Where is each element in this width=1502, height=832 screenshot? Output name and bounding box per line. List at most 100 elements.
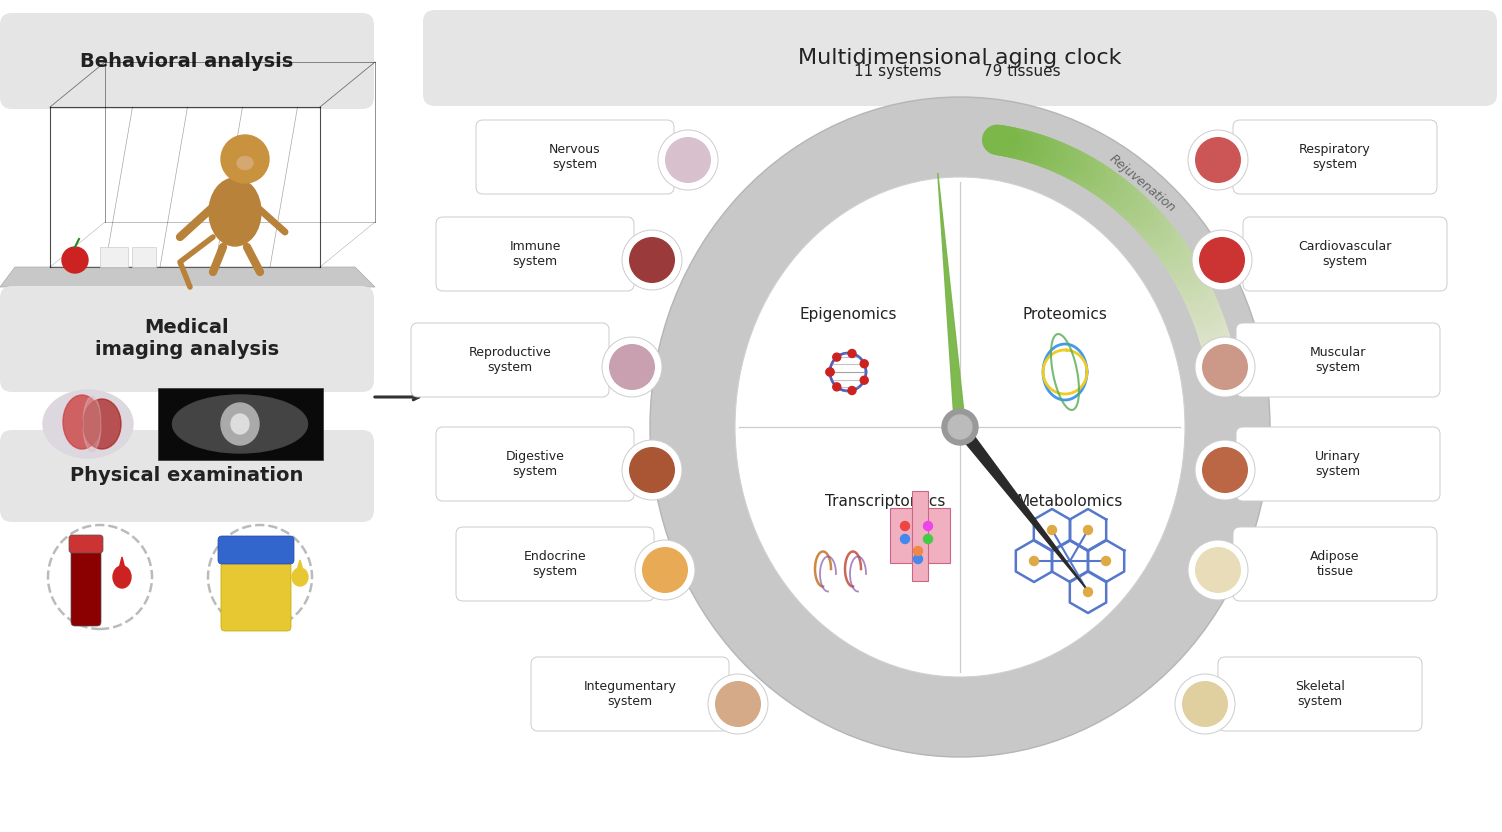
- Polygon shape: [117, 557, 128, 577]
- FancyBboxPatch shape: [436, 217, 634, 291]
- Circle shape: [1182, 681, 1229, 727]
- FancyBboxPatch shape: [101, 247, 128, 267]
- Circle shape: [1199, 237, 1245, 283]
- Circle shape: [913, 547, 922, 556]
- Circle shape: [849, 349, 856, 358]
- Text: Digestive
system: Digestive system: [506, 450, 565, 478]
- Circle shape: [715, 681, 762, 727]
- Circle shape: [1188, 540, 1248, 600]
- Text: Proteomics: Proteomics: [1023, 306, 1107, 321]
- Text: Transcriptomics: Transcriptomics: [825, 493, 945, 508]
- Circle shape: [608, 344, 655, 390]
- Circle shape: [629, 447, 674, 493]
- FancyBboxPatch shape: [532, 657, 728, 731]
- Ellipse shape: [650, 97, 1271, 757]
- FancyBboxPatch shape: [69, 535, 104, 553]
- Circle shape: [602, 337, 662, 397]
- Ellipse shape: [173, 395, 308, 453]
- Circle shape: [1029, 557, 1038, 566]
- Circle shape: [629, 237, 674, 283]
- Text: Integumentary
system: Integumentary system: [584, 680, 676, 708]
- FancyBboxPatch shape: [218, 536, 294, 564]
- Ellipse shape: [231, 414, 249, 434]
- Circle shape: [861, 359, 868, 368]
- FancyBboxPatch shape: [0, 430, 374, 522]
- Circle shape: [826, 368, 834, 376]
- Ellipse shape: [209, 178, 261, 246]
- Circle shape: [901, 522, 910, 531]
- Circle shape: [832, 353, 841, 361]
- Circle shape: [1188, 130, 1248, 190]
- Circle shape: [1101, 557, 1110, 566]
- Circle shape: [832, 383, 841, 391]
- Ellipse shape: [734, 177, 1185, 677]
- FancyBboxPatch shape: [476, 120, 674, 194]
- Circle shape: [1196, 337, 1256, 397]
- Circle shape: [1196, 137, 1241, 183]
- Circle shape: [849, 387, 856, 394]
- Circle shape: [913, 554, 922, 563]
- FancyBboxPatch shape: [1233, 120, 1437, 194]
- FancyBboxPatch shape: [1236, 323, 1440, 397]
- Text: Urinary
system: Urinary system: [1316, 450, 1361, 478]
- Circle shape: [1083, 587, 1092, 597]
- Ellipse shape: [291, 568, 308, 586]
- Circle shape: [665, 137, 710, 183]
- Text: Respiratory
system: Respiratory system: [1299, 143, 1371, 171]
- Polygon shape: [294, 560, 305, 577]
- Text: Skeletal
system: Skeletal system: [1295, 680, 1344, 708]
- Circle shape: [1202, 344, 1248, 390]
- Text: Behavioral analysis: Behavioral analysis: [81, 52, 293, 71]
- Ellipse shape: [113, 566, 131, 588]
- FancyBboxPatch shape: [0, 286, 374, 392]
- Ellipse shape: [44, 390, 134, 458]
- Text: 79 tissues: 79 tissues: [984, 64, 1060, 79]
- FancyBboxPatch shape: [221, 551, 291, 631]
- FancyBboxPatch shape: [1244, 217, 1446, 291]
- FancyBboxPatch shape: [0, 13, 374, 109]
- Circle shape: [62, 247, 89, 273]
- FancyBboxPatch shape: [132, 247, 156, 267]
- Text: Epigenomics: Epigenomics: [799, 306, 897, 321]
- FancyBboxPatch shape: [1218, 657, 1422, 731]
- Circle shape: [1196, 547, 1241, 593]
- Circle shape: [924, 522, 933, 531]
- Circle shape: [1193, 230, 1253, 290]
- Circle shape: [1175, 674, 1235, 734]
- Circle shape: [635, 540, 695, 600]
- Circle shape: [1202, 447, 1248, 493]
- FancyBboxPatch shape: [71, 540, 101, 626]
- Text: Metabolomics: Metabolomics: [1017, 493, 1123, 508]
- Circle shape: [1196, 440, 1256, 500]
- FancyBboxPatch shape: [412, 323, 608, 397]
- Text: Endocrine
system: Endocrine system: [524, 550, 586, 578]
- Ellipse shape: [237, 156, 252, 170]
- Circle shape: [1083, 526, 1092, 534]
- FancyBboxPatch shape: [1233, 527, 1437, 601]
- Polygon shape: [0, 267, 376, 287]
- FancyBboxPatch shape: [891, 508, 949, 563]
- Ellipse shape: [63, 395, 101, 449]
- Circle shape: [901, 534, 910, 543]
- Circle shape: [641, 547, 688, 593]
- Circle shape: [658, 130, 718, 190]
- Circle shape: [221, 135, 269, 183]
- Ellipse shape: [83, 399, 122, 449]
- Circle shape: [924, 534, 933, 543]
- Circle shape: [622, 440, 682, 500]
- FancyBboxPatch shape: [158, 388, 323, 460]
- Text: Cardiovascular
system: Cardiovascular system: [1298, 240, 1392, 268]
- FancyBboxPatch shape: [912, 491, 928, 581]
- Text: Muscular
system: Muscular system: [1310, 346, 1367, 374]
- FancyBboxPatch shape: [424, 10, 1497, 106]
- Text: Medical
imaging analysis: Medical imaging analysis: [95, 318, 279, 359]
- Text: 11 systems: 11 systems: [855, 64, 942, 79]
- Ellipse shape: [83, 397, 101, 452]
- FancyBboxPatch shape: [457, 527, 653, 601]
- Circle shape: [622, 230, 682, 290]
- FancyBboxPatch shape: [436, 427, 634, 501]
- Circle shape: [826, 368, 834, 376]
- Text: Multidimensional aging clock: Multidimensional aging clock: [798, 47, 1122, 67]
- Ellipse shape: [221, 403, 258, 445]
- Text: Adipose
tissue: Adipose tissue: [1310, 550, 1359, 578]
